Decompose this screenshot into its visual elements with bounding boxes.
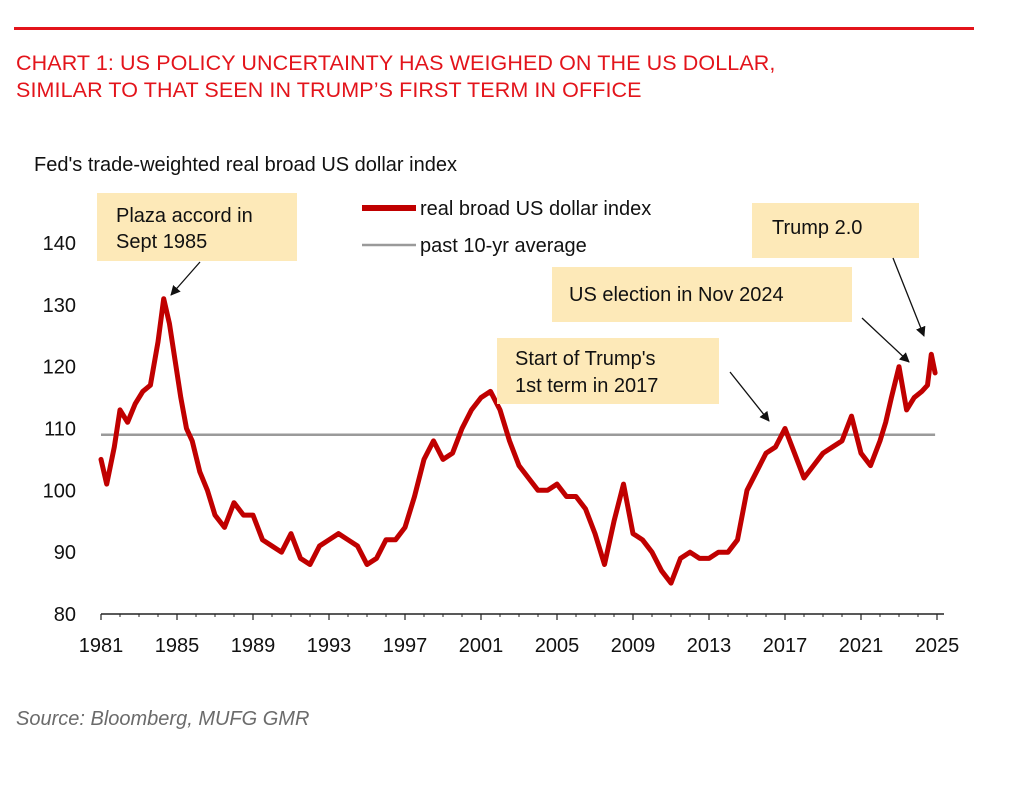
annotation-trump-2: Trump 2.0 — [752, 203, 926, 337]
y-tick-label-140: 140 — [43, 233, 76, 255]
y-tick-label-90: 90 — [54, 542, 76, 564]
x-tick-label-1997: 1997 — [383, 635, 428, 657]
chart-svg: Fed's trade-weighted real broad US dolla… — [34, 154, 960, 657]
annotation-trump-first-term-line1: Start of Trump's — [515, 348, 656, 370]
annotation-trump-2-box — [752, 203, 919, 258]
annotation-plaza-line1: Plaza accord in — [116, 205, 253, 227]
x-tick-label-2017: 2017 — [763, 635, 808, 657]
annotation-plaza: Plaza accord in Sept 1985 — [97, 193, 297, 296]
x-tick-label-2009: 2009 — [611, 635, 656, 657]
x-tick-label-2025: 2025 — [915, 635, 960, 657]
y-tick-label-80: 80 — [54, 604, 76, 626]
x-tick-label-2021: 2021 — [839, 635, 884, 657]
annotation-us-election-text: US election in Nov 2024 — [569, 284, 784, 306]
source-note: Source: Bloomberg, MUFG GMR — [16, 708, 310, 730]
annotation-plaza-box — [97, 193, 297, 261]
annotation-trump-first-term-line2: 1st term in 2017 — [515, 375, 658, 397]
annotation-us-election-arrow — [861, 317, 910, 363]
top-rule — [14, 27, 974, 30]
chart-title-line-1: CHART 1: US POLICY UNCERTAINTY HAS WEIGH… — [16, 51, 776, 75]
annotation-trump-2-arrow — [892, 257, 926, 337]
x-tick-label-1993: 1993 — [307, 635, 352, 657]
x-tick-label-2013: 2013 — [687, 635, 732, 657]
y-tick-label-110: 110 — [44, 419, 76, 441]
y-tick-label-120: 120 — [43, 357, 76, 379]
chart-title-line-2: SIMILAR TO THAT SEEN IN TRUMP’S FIRST TE… — [16, 78, 642, 102]
series-layer — [98, 296, 938, 586]
annotation-us-election: US election in Nov 2024 — [552, 267, 910, 363]
legend-label-avg: past 10-yr average — [420, 235, 587, 257]
chart-subtitle: Fed's trade-weighted real broad US dolla… — [34, 154, 457, 176]
x-tick-label-2005: 2005 — [535, 635, 580, 657]
x-tick-label-2001: 2001 — [459, 635, 504, 657]
y-tick-label-100: 100 — [43, 480, 76, 502]
annotation-trump-2-text: Trump 2.0 — [772, 217, 862, 239]
legend-label-main: real broad US dollar index — [420, 198, 651, 220]
annotation-plaza-line2: Sept 1985 — [116, 231, 207, 253]
chart-title: CHART 1: US POLICY UNCERTAINTY HAS WEIGH… — [16, 50, 976, 104]
x-tick-label-1985: 1985 — [155, 635, 200, 657]
x-tick-label-1989: 1989 — [231, 635, 276, 657]
annotation-trump-first-term: Start of Trump's 1st term in 2017 — [497, 338, 770, 422]
annotation-plaza-arrow — [170, 261, 201, 296]
series-line-real-broad-usd-index — [98, 296, 938, 586]
y-tick-label-130: 130 — [43, 295, 76, 317]
x-tick-label-1981: 1981 — [79, 635, 124, 657]
annotation-trump-first-term-arrow — [729, 371, 770, 422]
axes: 1981 1985 1989 1993 1997 2001 2005 2009 2013 2017… — [43, 233, 960, 657]
legend: real broad US dollar index past 10-yr av… — [362, 198, 651, 257]
annotation-trump-first-term-box — [497, 338, 719, 404]
annotation-us-election-box — [552, 267, 852, 322]
